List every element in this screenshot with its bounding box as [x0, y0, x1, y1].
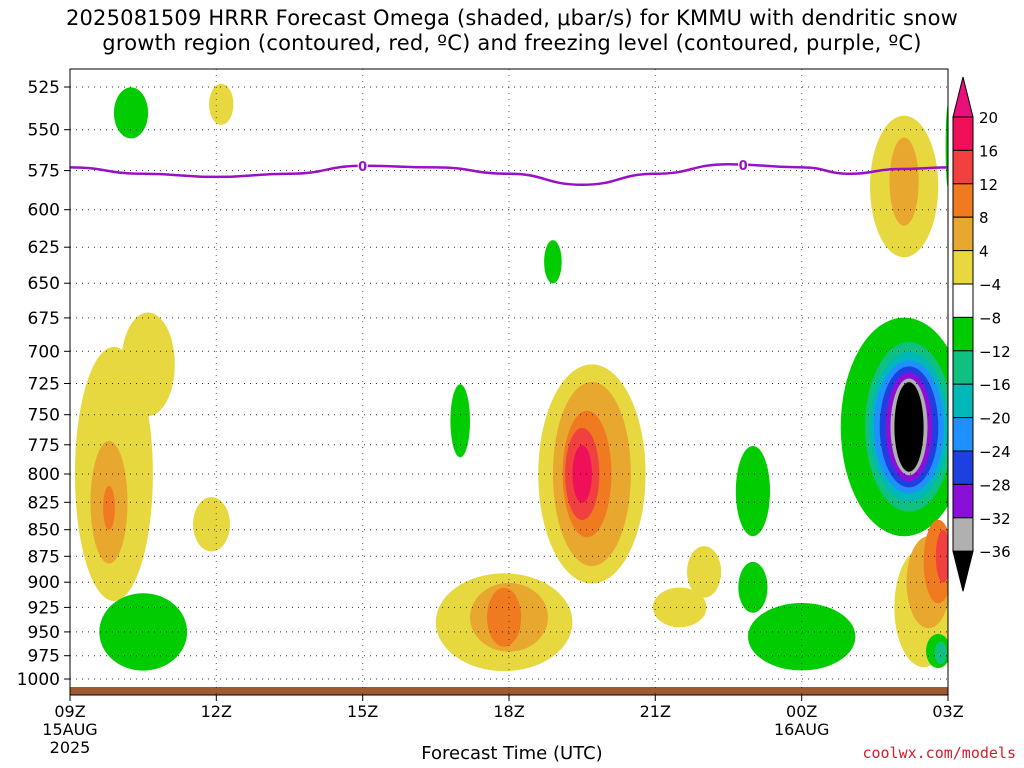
colorbar-label-3: 8 — [979, 209, 989, 227]
x-tick-label-09Z: 09Z — [54, 702, 85, 721]
colorbar-bin-12 — [952, 517, 974, 552]
colorbar-label-5: −4 — [979, 276, 1001, 294]
colorbar-label-12: −32 — [979, 510, 1011, 528]
omega-region-18 — [652, 587, 707, 628]
y-tick-label-900: 900 — [28, 573, 60, 593]
title-line-2: growth region (contoured, red, ºC) and f… — [102, 31, 922, 55]
colorbar-bin-1 — [952, 149, 974, 185]
colorbar-label-6: −8 — [979, 309, 1001, 327]
colorbar-label-0: 20 — [979, 109, 998, 127]
freezing-label-bg-0 — [357, 158, 368, 173]
omega-region-24 — [889, 137, 919, 226]
omega-region-16 — [572, 445, 592, 503]
freezing-label-bg-1 — [738, 157, 749, 172]
colorbar-bin-0 — [952, 116, 974, 151]
colorbar-label-2: 12 — [979, 176, 998, 194]
omega-region-11 — [487, 587, 522, 647]
colorbar-bin-10 — [952, 450, 974, 485]
colorbar-bin-9 — [952, 417, 974, 452]
y-tick-label-600: 600 — [28, 201, 60, 221]
x-sublabel-09Z-0: 15AUG — [42, 720, 97, 739]
colorbar-bin-3 — [952, 216, 974, 252]
y-tick-label-775: 775 — [28, 436, 60, 456]
colorbar-label-4: 4 — [979, 243, 989, 261]
colorbar: 20 16 12 8 4 −4 −8 −12 −16 −20 −24 −28 −32 −36 — [952, 76, 1011, 592]
omega-region-21 — [738, 561, 768, 613]
colorbar-bin-2 — [952, 183, 974, 218]
colorbar-label-9: −20 — [979, 410, 1011, 428]
colorbar-bin-4 — [952, 250, 974, 285]
y-axis: 525 550 575 600 625 650 675 700 725 750 775 800 825 8… — [17, 78, 70, 690]
colorbar-bin-11 — [952, 483, 974, 519]
colorbar-bin-5 — [952, 283, 974, 318]
omega-region-8 — [544, 240, 562, 284]
y-tick-label-825: 825 — [28, 493, 60, 513]
terrain-band — [70, 687, 948, 695]
colorbar-bin-8 — [952, 383, 974, 419]
chart-title: 2025081509 HRRR Forecast Omega (shaded, … — [0, 6, 1024, 56]
colorbar-label-10: −24 — [979, 443, 1011, 461]
omega-region-38 — [934, 641, 947, 665]
colorbar-bottom-arrow — [952, 550, 974, 592]
y-tick-label-800: 800 — [28, 465, 60, 485]
x-tick-label-03Z: 03Z — [932, 702, 963, 721]
y-tick-label-925: 925 — [28, 598, 60, 618]
x-tick-label-18Z: 18Z — [493, 702, 524, 721]
omega-region-17 — [450, 384, 471, 458]
omega-region-22 — [748, 603, 856, 671]
y-tick-label-575: 575 — [28, 162, 60, 182]
colorbar-bin-7 — [952, 350, 974, 385]
colorbar-label-11: −28 — [979, 476, 1011, 494]
x-tick-label-12Z: 12Z — [201, 702, 232, 721]
grid-lines — [70, 69, 948, 695]
colorbar-label-13: −36 — [979, 543, 1011, 561]
omega-region-1 — [209, 83, 234, 125]
omega-region-7 — [99, 593, 188, 671]
y-tick-label-550: 550 — [28, 121, 60, 141]
omega-region-36 — [935, 530, 948, 583]
y-tick-label-975: 975 — [28, 647, 60, 667]
y-tick-label-675: 675 — [28, 309, 60, 329]
omega-region-6 — [193, 497, 230, 552]
freezing-level-label-1: 0 — [739, 159, 748, 174]
y-tick-label-525: 525 — [28, 78, 60, 98]
colorbar-bin-6 — [952, 316, 974, 352]
terrain-surface — [70, 687, 948, 695]
freezing-level-label-0: 0 — [358, 160, 367, 175]
y-tick-label-875: 875 — [28, 547, 60, 567]
title-line-1: 2025081509 HRRR Forecast Omega (shaded, … — [65, 6, 959, 30]
x-sublabel-00Z-0: 16AUG — [774, 720, 829, 739]
colorbar-label-8: −16 — [979, 376, 1011, 394]
omega-shading — [74, 83, 948, 672]
y-tick-label-650: 650 — [28, 274, 60, 294]
colorbar-top-arrow — [952, 76, 974, 118]
x-sublabel-09Z-1: 2025 — [50, 738, 91, 757]
y-tick-label-950: 950 — [28, 623, 60, 643]
omega-region-20 — [735, 446, 771, 537]
y-tick-label-750: 750 — [28, 406, 60, 426]
y-tick-label-625: 625 — [28, 238, 60, 258]
omega-region-32 — [894, 382, 924, 472]
omega-region-0 — [113, 87, 149, 139]
omega-region-5 — [121, 312, 175, 417]
x-tick-label-21Z: 21Z — [640, 702, 671, 721]
colorbar-label-7: −12 — [979, 343, 1011, 361]
x-axis-title: Forecast Time (UTC) — [421, 743, 603, 764]
y-tick-label-1000: 1000 — [17, 670, 60, 690]
y-tick-label-725: 725 — [28, 375, 60, 395]
x-tick-label-15Z: 15Z — [347, 702, 378, 721]
y-tick-label-700: 700 — [28, 342, 60, 362]
omega-region-19 — [687, 546, 722, 598]
y-tick-label-850: 850 — [28, 521, 60, 541]
omega-region-4 — [103, 485, 115, 530]
site-credit: coolwx.com/models — [862, 744, 1016, 762]
freezing-level-line — [70, 162, 948, 187]
colorbar-label-1: 16 — [979, 142, 998, 160]
x-tick-label-00Z: 00Z — [786, 702, 817, 721]
